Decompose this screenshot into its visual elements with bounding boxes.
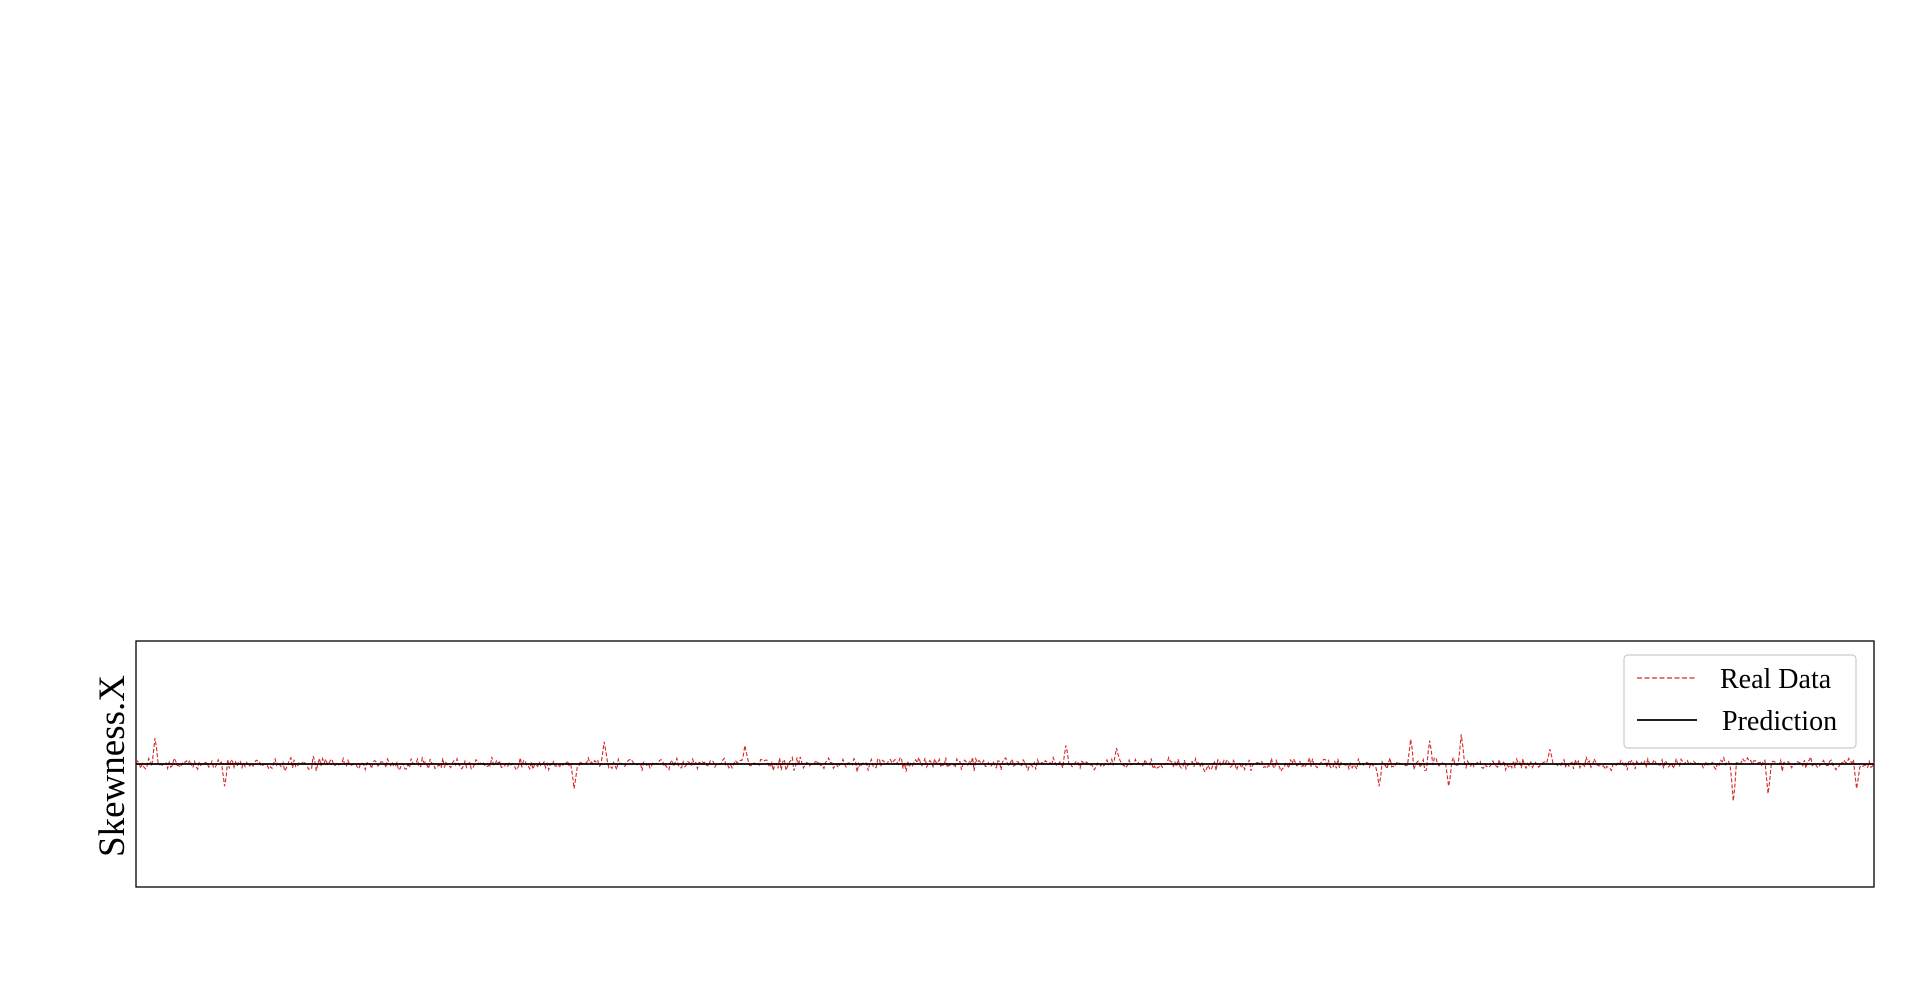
y-axis-label: Skewness.X [92,675,133,857]
legend-prediction-label: Prediction [1722,706,1837,737]
series-layer [135,734,1875,801]
legend: Real Data Prediction [1623,654,1857,749]
legend-real-data-label: Real Data [1720,664,1832,695]
series-real-data-line [135,734,1875,801]
